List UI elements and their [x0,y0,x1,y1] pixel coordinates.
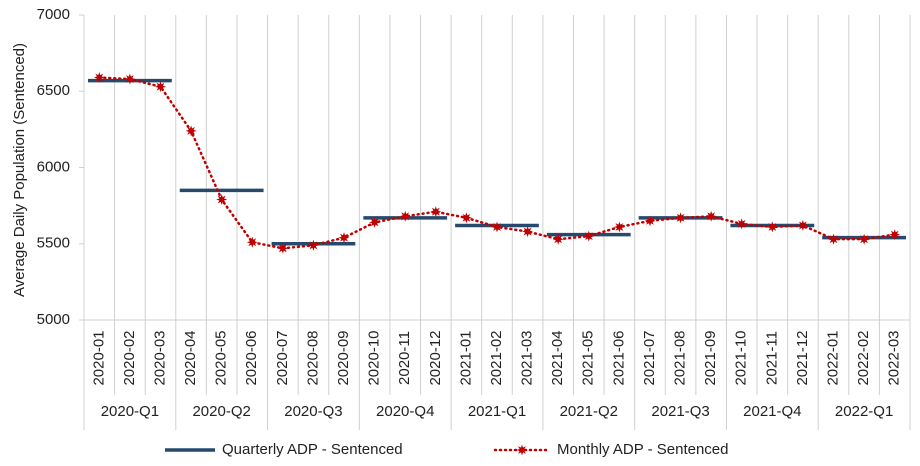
quarter-label: 2020-Q2 [192,403,250,420]
monthly-marker [124,73,136,85]
x-tick-label: 2021-10 [733,330,750,385]
monthly-marker [277,242,289,254]
monthly-marker [705,210,717,222]
y-tick-label: 6500 [37,82,70,99]
y-tick-label: 5000 [37,311,70,328]
x-tick-label: 2021-01 [457,330,474,385]
x-tick-label: 2022-03 [886,330,903,385]
monthly-marker [522,226,534,238]
x-tick-label: 2021-05 [580,330,597,385]
monthly-marker [430,206,442,218]
x-tick-label: 2020-03 [151,330,168,385]
quarter-label: 2021-Q1 [468,403,526,420]
monthly-marker [307,239,319,251]
x-tick-label: 2021-03 [519,330,536,385]
legend-marker [516,444,528,456]
x-tick-label: 2022-02 [855,330,872,385]
x-tick-label: 2021-12 [794,330,811,385]
y-axis-label: Average Daily Population (Sentenced) [11,43,28,297]
x-tick-label: 2020-11 [396,331,413,385]
x-tick-label: 2020-02 [121,330,138,385]
monthly-marker [246,236,258,248]
x-tick-label: 2020-09 [335,330,352,385]
monthly-marker [828,233,839,245]
y-tick-label: 7000 [37,6,70,23]
x-tick-label: 2020-12 [427,330,444,385]
monthly-marker [216,194,228,205]
x-tick-label: 2022-01 [824,330,841,385]
quarter-label: 2020-Q3 [284,403,342,420]
x-tick-label: 2021-02 [488,330,505,385]
x-tick-label: 2020-08 [304,330,321,385]
x-tick-label: 2021-09 [702,330,719,385]
monthly-marker [399,210,411,222]
legend-label: Quarterly ADP - Sentenced [222,441,403,458]
monthly-marker [736,218,748,230]
monthly-marker [766,221,778,233]
monthly-marker [675,212,687,224]
monthly-marker [889,229,901,241]
x-tick-label: 2020-10 [366,330,383,385]
monthly-marker [858,233,870,245]
x-tick-label: 2021-04 [549,330,566,385]
monthly-marker [185,125,197,137]
quarter-label: 2021-Q3 [651,403,709,420]
x-tick-label: 2020-07 [274,330,291,385]
x-tick-label: 2021-08 [672,330,689,385]
x-tick-label: 2021-06 [610,330,627,385]
x-tick-label: 2020-04 [182,330,199,385]
x-tick-label: 2021-11 [763,331,780,385]
monthly-marker [644,215,656,227]
monthly-marker [583,230,595,242]
monthly-marker [155,81,166,93]
quarter-label: 2022-Q1 [835,403,893,420]
quarter-label: 2020-Q1 [101,403,159,420]
monthly-marker [613,221,625,233]
y-tick-label: 6000 [37,158,70,175]
y-tick-label: 5500 [37,235,70,252]
x-tick-label: 2020-05 [213,330,230,385]
monthly-marker [460,212,472,224]
monthly-marker [491,221,503,233]
x-tick-label: 2020-01 [90,330,107,385]
monthly-marker [797,219,809,231]
quarter-label: 2021-Q2 [560,403,618,420]
monthly-marker [93,72,105,83]
quarter-label: 2020-Q4 [376,403,434,420]
monthly-marker [369,216,381,228]
quarter-label: 2021-Q4 [743,403,801,420]
x-tick-label: 2021-07 [641,330,658,385]
monthly-marker [552,233,564,245]
x-tick-label: 2020-06 [243,330,260,385]
monthly-marker [338,232,350,244]
legend-label: Monthly ADP - Sentenced [557,441,729,458]
